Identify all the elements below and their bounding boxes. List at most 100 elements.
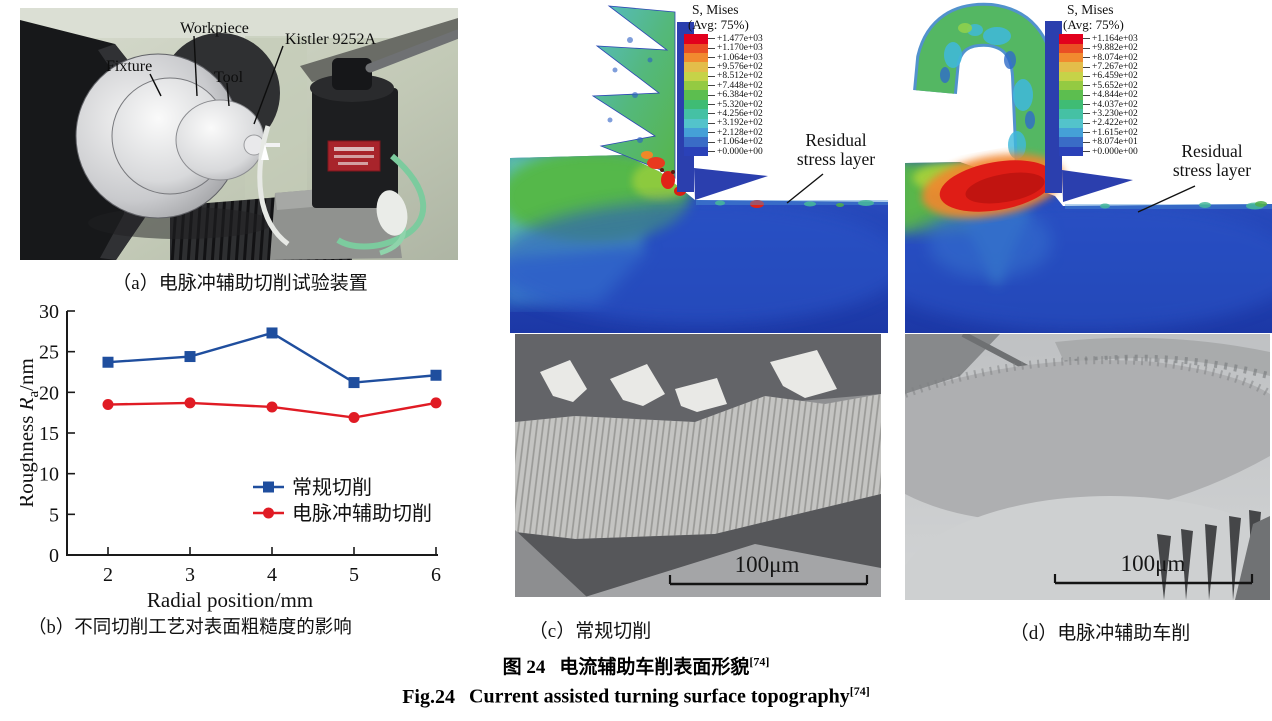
stress-legend-row: +9.576e+02 (684, 62, 763, 72)
stress-legend-swatch (1059, 118, 1083, 129)
stress-legend-swatch (1059, 128, 1083, 138)
stress-legend-swatch (684, 62, 708, 72)
photo-tool-knob (332, 58, 372, 90)
stress-legend-swatch (1059, 62, 1083, 72)
stress-legend-value: +8.074e+02 (1092, 52, 1138, 63)
stress-legend-swatch (1059, 109, 1083, 119)
stress-legend-tick (1083, 122, 1090, 124)
stress-legend-swatch (1059, 90, 1083, 100)
residual-stress-annotation-c: Residual stress layer (796, 130, 876, 170)
data-point-0 (102, 356, 114, 368)
stress-legend-tick (708, 132, 715, 134)
data-point-0 (266, 327, 278, 339)
y-axis-tick-label: 20 (39, 382, 59, 404)
stress-legend-tick (1083, 47, 1090, 49)
stress-legend-swatch (1059, 99, 1083, 110)
stress-legend-value: +1.064e+03 (717, 52, 763, 63)
stress-legend-row: +4.844e+02 (1059, 90, 1138, 101)
chart-legend-marker-0 (263, 481, 274, 493)
data-point-1 (102, 399, 114, 411)
stress-legend-value: +1.477e+03 (717, 33, 763, 44)
sem-image-conventional: 100μm (515, 334, 881, 597)
stress-legend-title: S, Mises (1067, 2, 1114, 17)
sem-striations (515, 394, 881, 539)
stress-legend-row: +1.477e+03 (684, 33, 763, 44)
photo-label-text-line (334, 155, 374, 158)
residual-stress-annotation-d: Residual stress layer (1172, 141, 1252, 181)
stress-legend-tick (1083, 94, 1090, 96)
sem-upper-teeth (1064, 354, 1270, 380)
stress-legend-row: +0.000e+00 (1059, 146, 1138, 157)
stress-legend-swatch (684, 34, 708, 44)
figure-title-zh-text: 电流辅助车削表面形貌 (559, 657, 750, 678)
stress-legend-swatch (684, 118, 708, 129)
sem-white-patches (540, 350, 837, 412)
stress-legend-value: +1.164e+03 (1092, 33, 1138, 44)
stress-legend-rows: +1.164e+03 +9.882e+02 +8.074e+02 +7.267e+02… (1059, 33, 1138, 157)
stress-legend-value: +1.064e+02 (717, 137, 763, 148)
stress-legend-value: +5.320e+02 (717, 99, 763, 110)
figure-reference: [74] (749, 654, 770, 669)
stress-legend-value: +2.422e+02 (1092, 118, 1138, 129)
stress-legend-swatch (1059, 146, 1083, 157)
x-axis-tick-label: 5 (349, 564, 359, 586)
stress-legend-value: +8.074e+01 (1092, 137, 1138, 148)
roughness-chart: 0 5 10 15 20 25 30 2 3 4 5 6 Roughness Ra/nm Radial p… (20, 301, 442, 612)
stress-legend-tick (1083, 38, 1090, 40)
stress-legend-swatch (1059, 137, 1083, 147)
stress-legend-value: +4.037e+02 (1092, 99, 1138, 110)
data-point-1 (430, 397, 442, 409)
y-axis-tick-label: 25 (39, 342, 59, 364)
stress-legend-tick (708, 38, 715, 40)
stress-legend-tick (1083, 141, 1090, 143)
x-axis-title: Radial position/mm (147, 588, 313, 612)
stress-legend-value: +0.000e+00 (717, 146, 763, 157)
figure-title-en: Fig.24 Current assisted turning surface t… (0, 684, 1272, 709)
stress-legend-tick (708, 113, 715, 115)
stress-legend-swatch (1059, 43, 1083, 53)
stress-legend-row: +5.320e+02 (684, 99, 763, 110)
setup-photo: Fixture Workpiece Tool Kistler 9252A (20, 8, 458, 260)
stress-legend-row: +1.615e+02 (1059, 128, 1138, 138)
data-point-1 (348, 412, 360, 424)
stress-legend-value: +9.882e+02 (1092, 43, 1138, 54)
leader-line-fixture (149, 73, 162, 97)
sem-striations (905, 360, 1270, 522)
scale-bar-label-d: 100μm (1121, 551, 1186, 576)
stress-legend-tick (708, 75, 715, 77)
fem-hot-spots (641, 151, 764, 208)
stress-legend-row: +8.074e+01 (1059, 137, 1138, 148)
stress-legend-value: +0.000e+00 (1092, 146, 1138, 157)
figure-number-zh: 图 24 (502, 657, 546, 678)
stress-legend-row: +3.230e+02 (1059, 108, 1138, 119)
fem-chip-speckles (607, 37, 653, 143)
x-axis-tick-label: 3 (185, 564, 195, 586)
chart-legend-label-1: 电脉冲辅助切削 (292, 502, 432, 525)
x-axis-tick-label: 2 (103, 564, 113, 586)
label-workpiece: Workpiece (180, 20, 249, 37)
photo-label-text-line (334, 147, 374, 151)
data-point-1 (266, 401, 278, 413)
stress-legend-subtitle: (Avg: 75%) (1063, 16, 1124, 32)
chart-legend-label-0: 常规切削 (292, 476, 372, 499)
figure-reference: [74] (849, 684, 870, 698)
fem-stress-field (510, 155, 888, 324)
stress-legend-swatch (684, 128, 708, 138)
stress-legend-value: +7.267e+02 (1092, 62, 1138, 73)
stress-legend-value: +3.230e+02 (1092, 108, 1138, 119)
stress-legend-d: S, Mises (Avg: 75%) +1.164e+03 +9.882e+02… (1059, 2, 1138, 157)
photo-shadow (88, 207, 272, 239)
stress-legend-value: +4.844e+02 (1092, 90, 1138, 101)
scale-bar-label-c: 100μm (735, 552, 800, 577)
label-fixture: Fixture (106, 58, 152, 75)
stress-legend-row: +4.256e+02 (684, 109, 763, 119)
stress-legend-tick (708, 85, 715, 87)
fem-serrated-chip (591, 5, 676, 179)
stress-legend-row: +1.164e+03 (1059, 33, 1138, 44)
stress-legend-subtitle: (Avg: 75%) (688, 16, 749, 32)
sem-image-pulse: 100μm (905, 334, 1270, 600)
caption-panel-c: （c）常规切削 (528, 621, 652, 642)
stress-legend-swatch (684, 81, 708, 91)
figure-title-zh: 图 24 电流辅助车削表面形貌[74] (0, 652, 1272, 679)
stress-legend-tick (708, 122, 715, 124)
